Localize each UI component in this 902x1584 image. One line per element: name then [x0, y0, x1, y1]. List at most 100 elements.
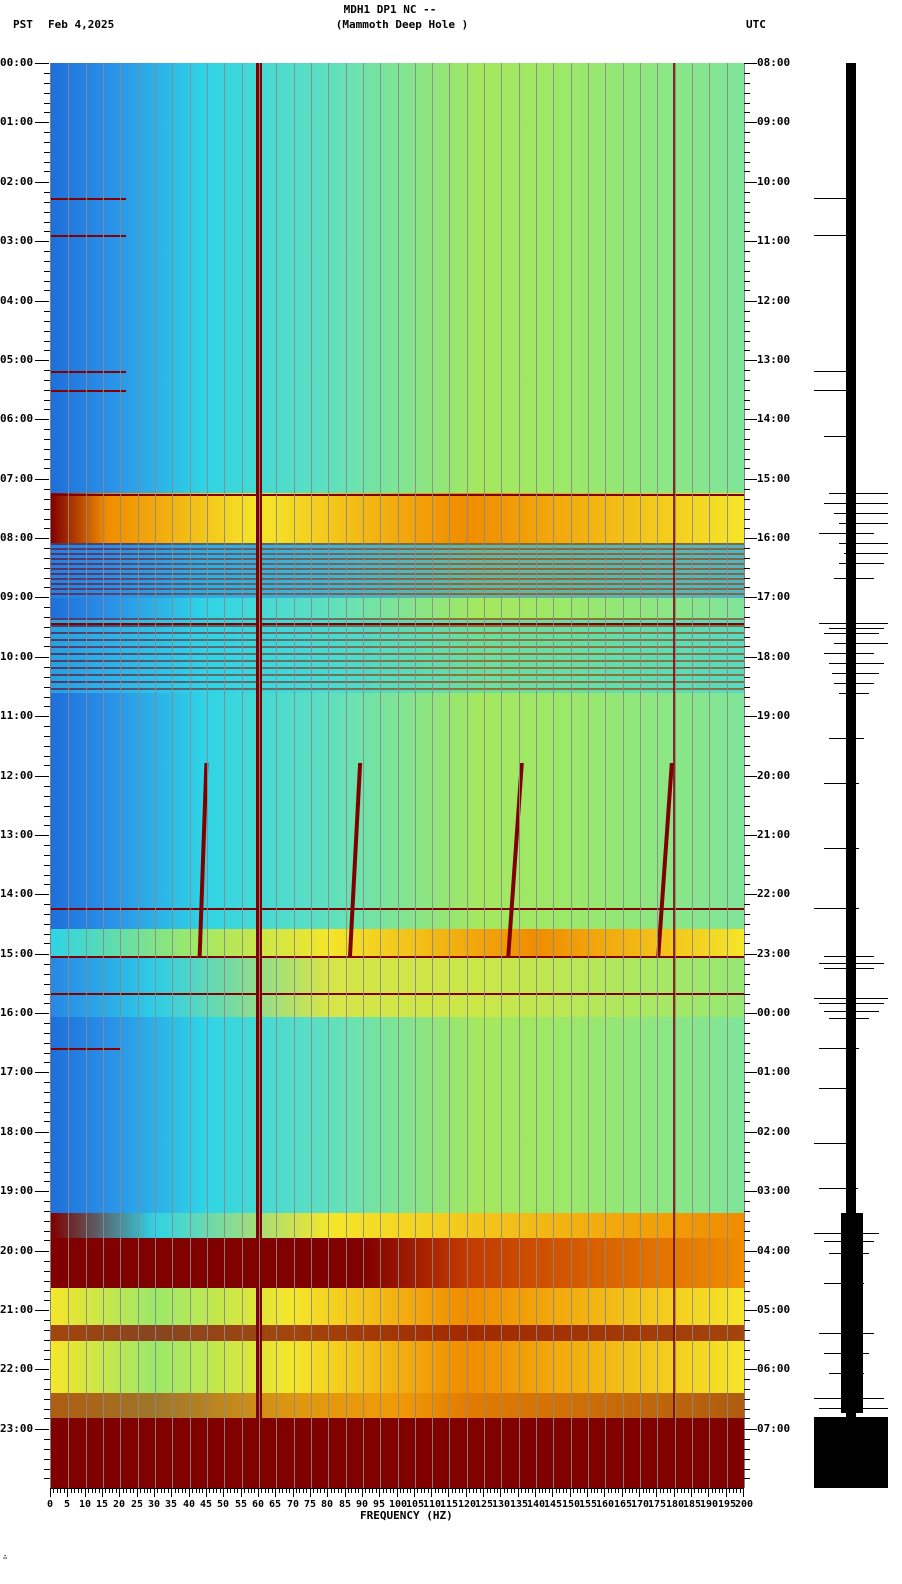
- x-minor-tick: [580, 1488, 581, 1493]
- gridline: [519, 63, 520, 1488]
- x-minor-tick: [126, 1488, 127, 1493]
- left-minor-tick: [44, 1281, 50, 1282]
- x-minor-tick: [566, 1488, 567, 1493]
- left-minor-tick: [44, 171, 50, 172]
- x-tick-label: 80: [321, 1499, 334, 1510]
- left-time-label: 12:00: [0, 769, 34, 782]
- gridline: [103, 63, 104, 1488]
- left-minor-tick: [44, 509, 50, 510]
- right-minor-tick: [744, 687, 750, 688]
- frequency-axis: [50, 1488, 744, 1498]
- left-minor-tick: [44, 1053, 50, 1054]
- left-minor-tick: [44, 1152, 50, 1153]
- right-minor-tick: [744, 667, 750, 668]
- right-major-tick: [744, 954, 757, 955]
- right-minor-tick: [744, 1221, 750, 1222]
- right-major-tick: [744, 1191, 757, 1192]
- right-minor-tick: [744, 934, 750, 935]
- left-major-tick: [35, 1251, 49, 1252]
- right-minor-tick: [744, 311, 750, 312]
- left-major-tick: [35, 241, 49, 242]
- left-minor-tick: [44, 1300, 50, 1301]
- left-minor-tick: [44, 202, 50, 203]
- elevated-band-1445: [51, 929, 744, 957]
- waveform-spike: [819, 963, 884, 964]
- right-minor-tick: [744, 1121, 750, 1122]
- x-minor-tick: [542, 1488, 543, 1493]
- x-minor-tick: [64, 1488, 65, 1493]
- x-major-tick: [327, 1488, 328, 1497]
- x-tick-label: 5: [64, 1499, 71, 1510]
- x-minor-tick: [473, 1488, 474, 1493]
- x-minor-tick: [60, 1488, 61, 1493]
- right-minor-tick: [744, 765, 750, 766]
- x-minor-tick: [445, 1488, 446, 1493]
- left-major-tick: [35, 597, 49, 598]
- x-minor-tick: [317, 1488, 318, 1493]
- x-major-tick: [310, 1488, 311, 1497]
- right-minor-tick: [744, 409, 750, 410]
- x-major-tick: [206, 1488, 207, 1497]
- left-major-tick: [35, 301, 49, 302]
- x-major-tick: [587, 1488, 588, 1497]
- right-minor-tick: [744, 1359, 750, 1360]
- stripe-2220: [51, 1393, 744, 1418]
- x-minor-tick: [175, 1488, 176, 1493]
- left-minor-tick: [44, 765, 50, 766]
- left-minor-tick: [44, 1459, 50, 1460]
- x-minor-tick: [715, 1488, 716, 1493]
- left-minor-tick: [44, 904, 50, 905]
- x-minor-tick: [591, 1488, 592, 1493]
- left-timezone-label: PST: [13, 18, 33, 31]
- x-minor-tick: [383, 1488, 384, 1493]
- spectrogram-plot: [50, 63, 745, 1488]
- left-minor-tick: [44, 390, 50, 391]
- right-major-tick: [744, 1072, 757, 1073]
- x-minor-tick: [279, 1488, 280, 1493]
- x-minor-tick: [701, 1488, 702, 1493]
- x-major-tick: [518, 1488, 519, 1497]
- right-minor-tick: [744, 429, 750, 430]
- x-minor-tick: [74, 1488, 75, 1493]
- left-minor-tick: [44, 667, 50, 668]
- right-minor-tick: [744, 558, 750, 559]
- x-minor-tick: [348, 1488, 349, 1493]
- left-minor-tick: [44, 1271, 50, 1272]
- waveform-spike: [814, 1398, 884, 1399]
- x-minor-tick: [338, 1488, 339, 1493]
- right-major-tick: [744, 1429, 757, 1430]
- left-major-tick: [35, 657, 49, 658]
- right-minor-tick: [744, 587, 750, 588]
- x-major-tick: [362, 1488, 363, 1497]
- left-minor-tick: [44, 1350, 50, 1351]
- x-minor-tick: [105, 1488, 106, 1493]
- x-minor-tick: [733, 1488, 734, 1493]
- x-major-tick: [431, 1488, 432, 1497]
- x-minor-tick: [99, 1488, 100, 1493]
- left-minor-tick: [44, 1082, 50, 1083]
- x-minor-tick: [476, 1488, 477, 1493]
- waveform-spike: [824, 848, 859, 849]
- waveform-spike: [824, 1283, 864, 1284]
- x-tick-label: 90: [356, 1499, 369, 1510]
- x-minor-tick: [112, 1488, 113, 1493]
- x-tick-label: 195: [718, 1499, 737, 1510]
- left-minor-tick: [44, 1359, 50, 1360]
- right-minor-tick: [744, 489, 750, 490]
- burst-band-0930: [51, 618, 744, 693]
- x-minor-tick: [192, 1488, 193, 1493]
- x-minor-tick: [597, 1488, 598, 1493]
- x-major-tick: [293, 1488, 294, 1497]
- left-time-label: 13:00: [0, 828, 34, 841]
- right-minor-tick: [744, 677, 750, 678]
- waveform-spike: [824, 783, 859, 784]
- right-minor-tick: [744, 607, 750, 608]
- left-minor-tick: [44, 290, 50, 291]
- left-minor-tick: [44, 1112, 50, 1113]
- left-major-tick: [35, 360, 49, 361]
- x-minor-tick: [289, 1488, 290, 1493]
- x-minor-tick: [109, 1488, 110, 1493]
- left-minor-tick: [44, 1162, 50, 1163]
- left-minor-tick: [44, 687, 50, 688]
- x-minor-tick: [265, 1488, 266, 1493]
